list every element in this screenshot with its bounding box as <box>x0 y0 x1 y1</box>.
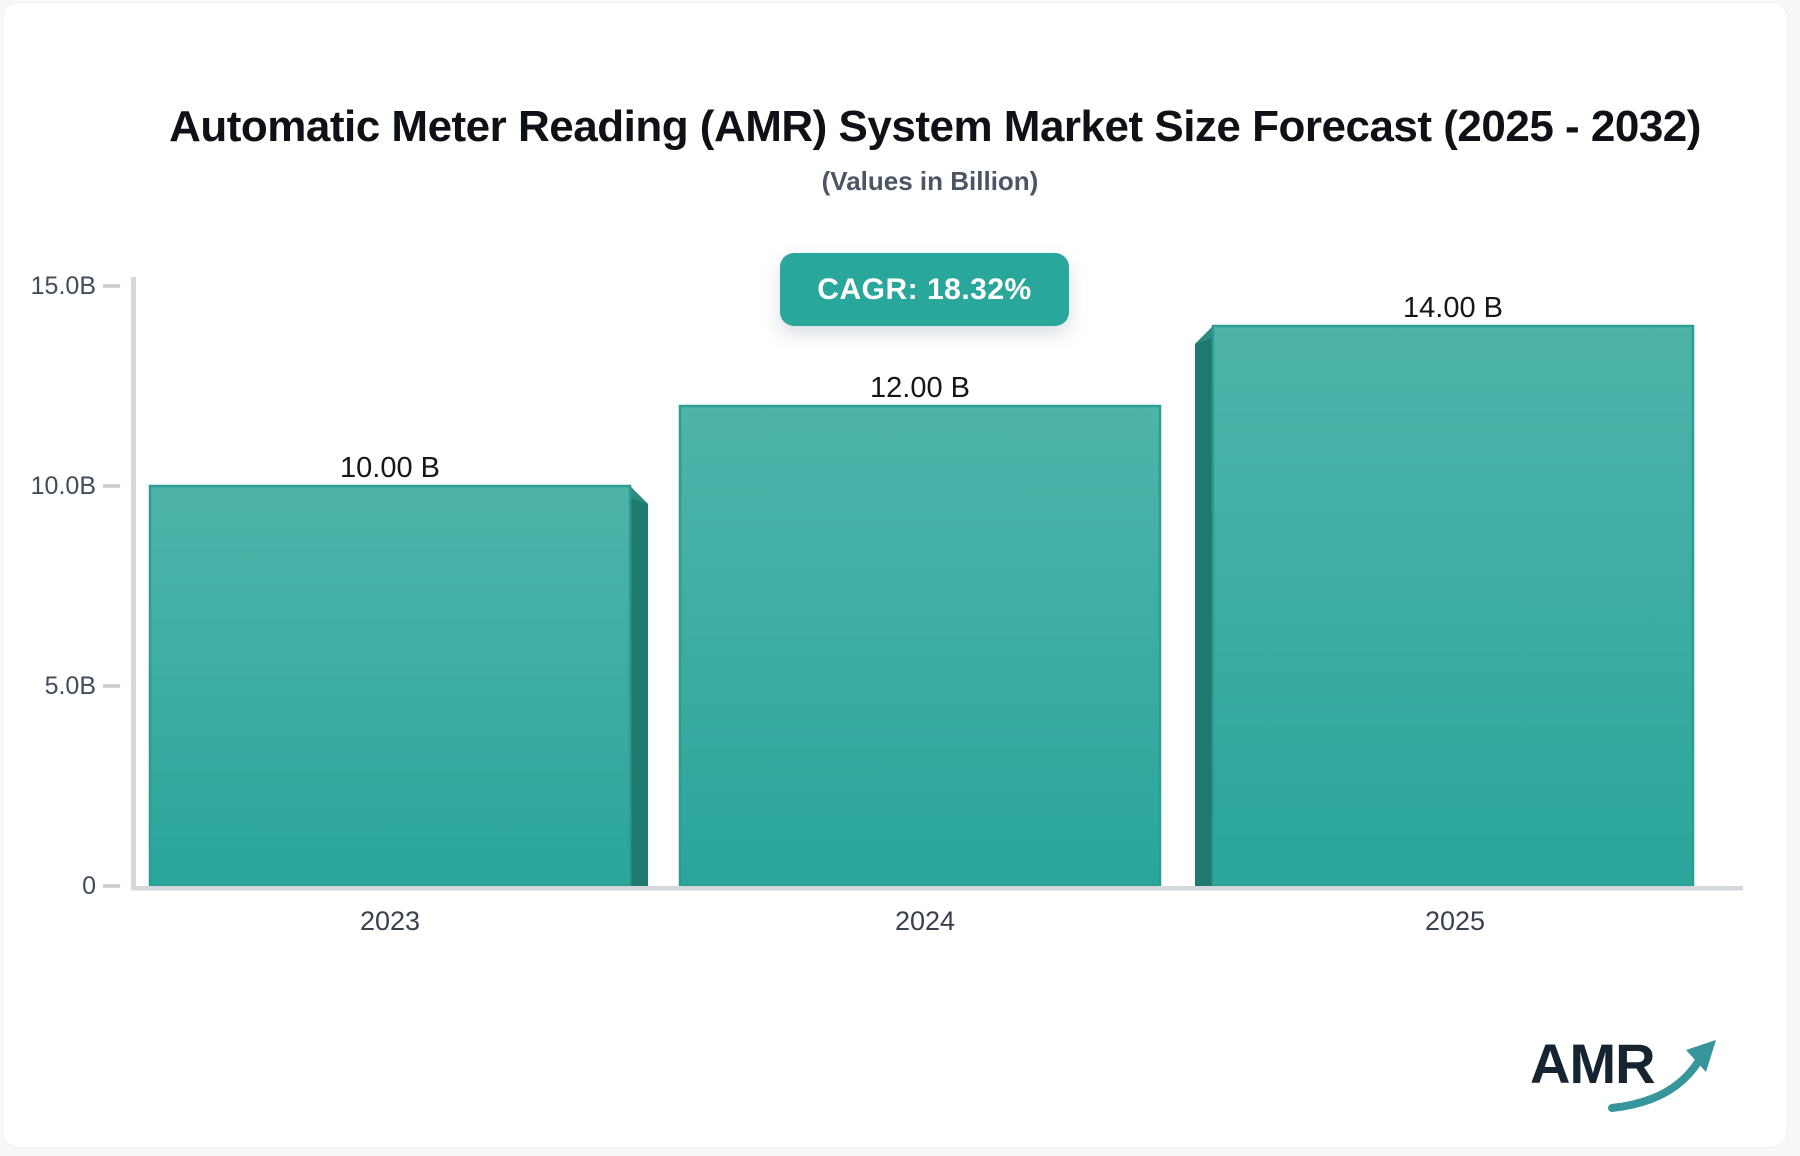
bar-2024-value-label: 12.00 B <box>870 372 970 404</box>
x-label-2025: 2025 <box>1425 906 1485 936</box>
brand-logo: AMR <box>1530 1034 1730 1124</box>
bar-2024[interactable]: 12.00 B <box>678 372 1162 888</box>
x-axis-labels: 2023 2024 2025 <box>360 906 1485 936</box>
bar-2023-value-label: 10.00 B <box>340 452 440 484</box>
trend-up-arrow-icon <box>1608 1040 1716 1112</box>
bar-2025-side-face <box>1195 326 1213 886</box>
brand-logo-text: AMR <box>1530 1032 1656 1095</box>
y-tick-label-0: 0 <box>82 872 96 900</box>
chart-subtitle: (Values in Billion) <box>821 166 1039 196</box>
bar-2025-face[interactable] <box>1211 324 1695 888</box>
y-tick-label-15: 15.0B <box>31 272 96 300</box>
chart-title: Automatic Meter Reading (AMR) System Mar… <box>169 102 1701 151</box>
y-axis: 15.0B 10.0B 5.0B 0 <box>31 272 136 900</box>
x-axis-line <box>131 886 1743 891</box>
cagr-badge: CAGR: 18.32% <box>780 253 1069 326</box>
bar-2025[interactable]: 14.00 B <box>1195 292 1695 888</box>
x-label-2024: 2024 <box>895 906 955 936</box>
bar-2023[interactable]: 10.00 B <box>148 452 648 888</box>
bar-2023-side-face <box>630 486 648 886</box>
y-tick-label-10: 10.0B <box>31 472 96 500</box>
bar-2025-value-label: 14.00 B <box>1403 292 1503 324</box>
y-axis-line <box>131 277 136 890</box>
bar-2023-face[interactable] <box>148 484 632 888</box>
bar-2024-face[interactable] <box>678 404 1162 888</box>
cagr-badge-label: CAGR: 18.32% <box>817 272 1032 306</box>
y-tick-label-5: 5.0B <box>45 672 96 700</box>
x-label-2023: 2023 <box>360 906 420 936</box>
